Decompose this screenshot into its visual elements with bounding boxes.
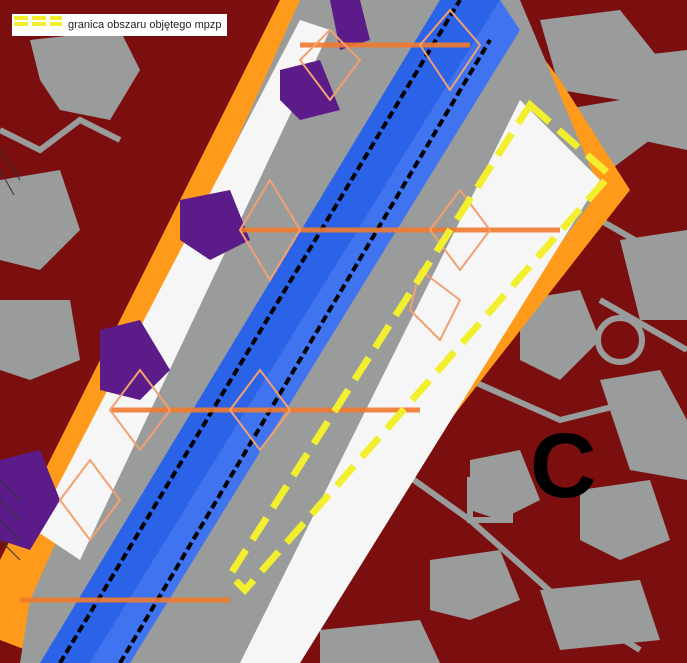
road-surface-lane [90, 0, 520, 663]
sidewalk-right [240, 100, 600, 663]
parking-areas [0, 0, 370, 550]
building-shape [320, 620, 440, 663]
mpzp-boundary [225, 99, 615, 596]
legend-swatch-boundary [12, 14, 64, 32]
building-shape [430, 550, 520, 620]
building-shape [600, 370, 687, 480]
building-shape [30, 30, 140, 120]
zone-label: C [530, 415, 597, 517]
building-shape [520, 290, 600, 380]
building-shape [540, 580, 660, 650]
building-shape [580, 480, 670, 560]
network-lines [20, 42, 560, 603]
edge-hatch [0, 149, 21, 561]
parking-area [280, 60, 340, 120]
map-legend: granica obszaru objętego mpzp [12, 14, 228, 36]
parking-area [0, 450, 60, 550]
road-surface [40, 0, 500, 663]
building-shape [470, 450, 540, 520]
sidewalk-left [20, 20, 330, 560]
legend-label-boundary: granica obszaru objętego mpzp [68, 19, 222, 31]
building-shapes [0, 10, 687, 663]
parking-area [180, 190, 250, 260]
building-shape [0, 170, 80, 270]
building-shape [620, 230, 687, 320]
rail-lines [58, 0, 492, 663]
parking-area [330, 0, 370, 50]
parking-area [100, 320, 170, 400]
network-mesh [58, 8, 492, 542]
building-shape [0, 300, 80, 380]
building-shape [600, 50, 687, 150]
